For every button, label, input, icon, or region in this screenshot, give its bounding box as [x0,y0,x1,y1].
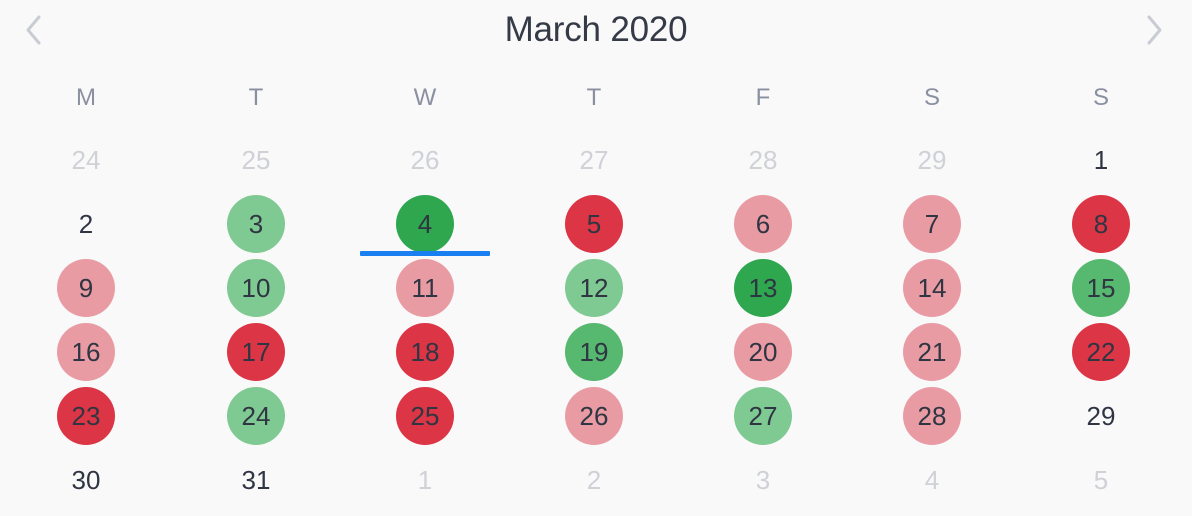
day-cell[interactable]: 9 [57,259,115,317]
day-cell[interactable]: 28 [903,387,961,445]
day-cell-outside-month[interactable]: 24 [71,144,101,175]
day-cell[interactable]: 2 [78,208,94,239]
calendar-header: March 2020 [0,0,1192,60]
day-cell-outside-month[interactable]: 25 [241,144,271,175]
day-cell[interactable]: 30 [71,464,101,495]
day-cell[interactable]: 14 [903,259,961,317]
weekday-label: S [923,84,940,111]
day-cell[interactable]: 26 [565,387,623,445]
previous-month-button[interactable] [16,12,52,48]
day-cell[interactable]: 17 [227,323,285,381]
day-cell[interactable]: 10 [227,259,285,317]
weekday-label: T [586,84,602,111]
day-cell[interactable]: 19 [565,323,623,381]
day-cell-outside-month[interactable]: 26 [410,144,440,175]
day-cell-outside-month[interactable]: 4 [924,464,940,495]
weekday-label: T [248,84,264,111]
day-cell-outside-month[interactable]: 28 [748,144,778,175]
next-month-button[interactable] [1136,12,1172,48]
day-cell[interactable]: 24 [227,387,285,445]
day-cell[interactable]: 27 [734,387,792,445]
day-cell-outside-month[interactable]: 27 [579,144,609,175]
day-cell[interactable]: 29 [1086,400,1116,431]
day-cell-outside-month[interactable]: 3 [755,464,771,495]
weekday-label: F [755,84,771,111]
day-cell[interactable]: 1 [1093,144,1109,175]
day-cell[interactable]: 7 [903,195,961,253]
day-cell[interactable]: 5 [565,195,623,253]
chevron-right-icon [1147,15,1162,45]
day-cell[interactable]: 18 [396,323,454,381]
day-cell-outside-month[interactable]: 29 [917,144,947,175]
day-cell[interactable]: 13 [734,259,792,317]
day-cell-outside-month[interactable]: 1 [417,464,433,495]
day-cell[interactable]: 3 [227,195,285,253]
day-cell[interactable]: 21 [903,323,961,381]
day-cell[interactable]: 15 [1072,259,1130,317]
day-cell[interactable]: 12 [565,259,623,317]
day-cell[interactable]: 6 [734,195,792,253]
chevron-left-icon [26,15,41,45]
weekday-label: M [76,84,96,111]
day-cell[interactable]: 20 [734,323,792,381]
day-cell[interactable]: 22 [1072,323,1130,381]
day-cell[interactable]: 23 [57,387,115,445]
month-title: March 2020 [504,10,688,49]
weekday-label: W [413,84,437,111]
day-cell-outside-month[interactable]: 5 [1093,464,1109,495]
day-cell[interactable]: 25 [396,387,454,445]
weekday-label: S [1092,84,1109,111]
day-cell[interactable]: 16 [57,323,115,381]
day-cell[interactable]: 31 [241,464,271,495]
day-cell[interactable]: 11 [396,259,454,317]
day-cell-selected[interactable]: 4 [360,195,490,256]
calendar-grid: 24 25 26 27 28 29 1 2 3 4 5 6 7 8 9 10 11 12 13 14 15 16 17 18 1… [0,128,1192,512]
day-cell[interactable]: 8 [1072,195,1130,253]
day-cell-outside-month[interactable]: 2 [586,464,602,495]
